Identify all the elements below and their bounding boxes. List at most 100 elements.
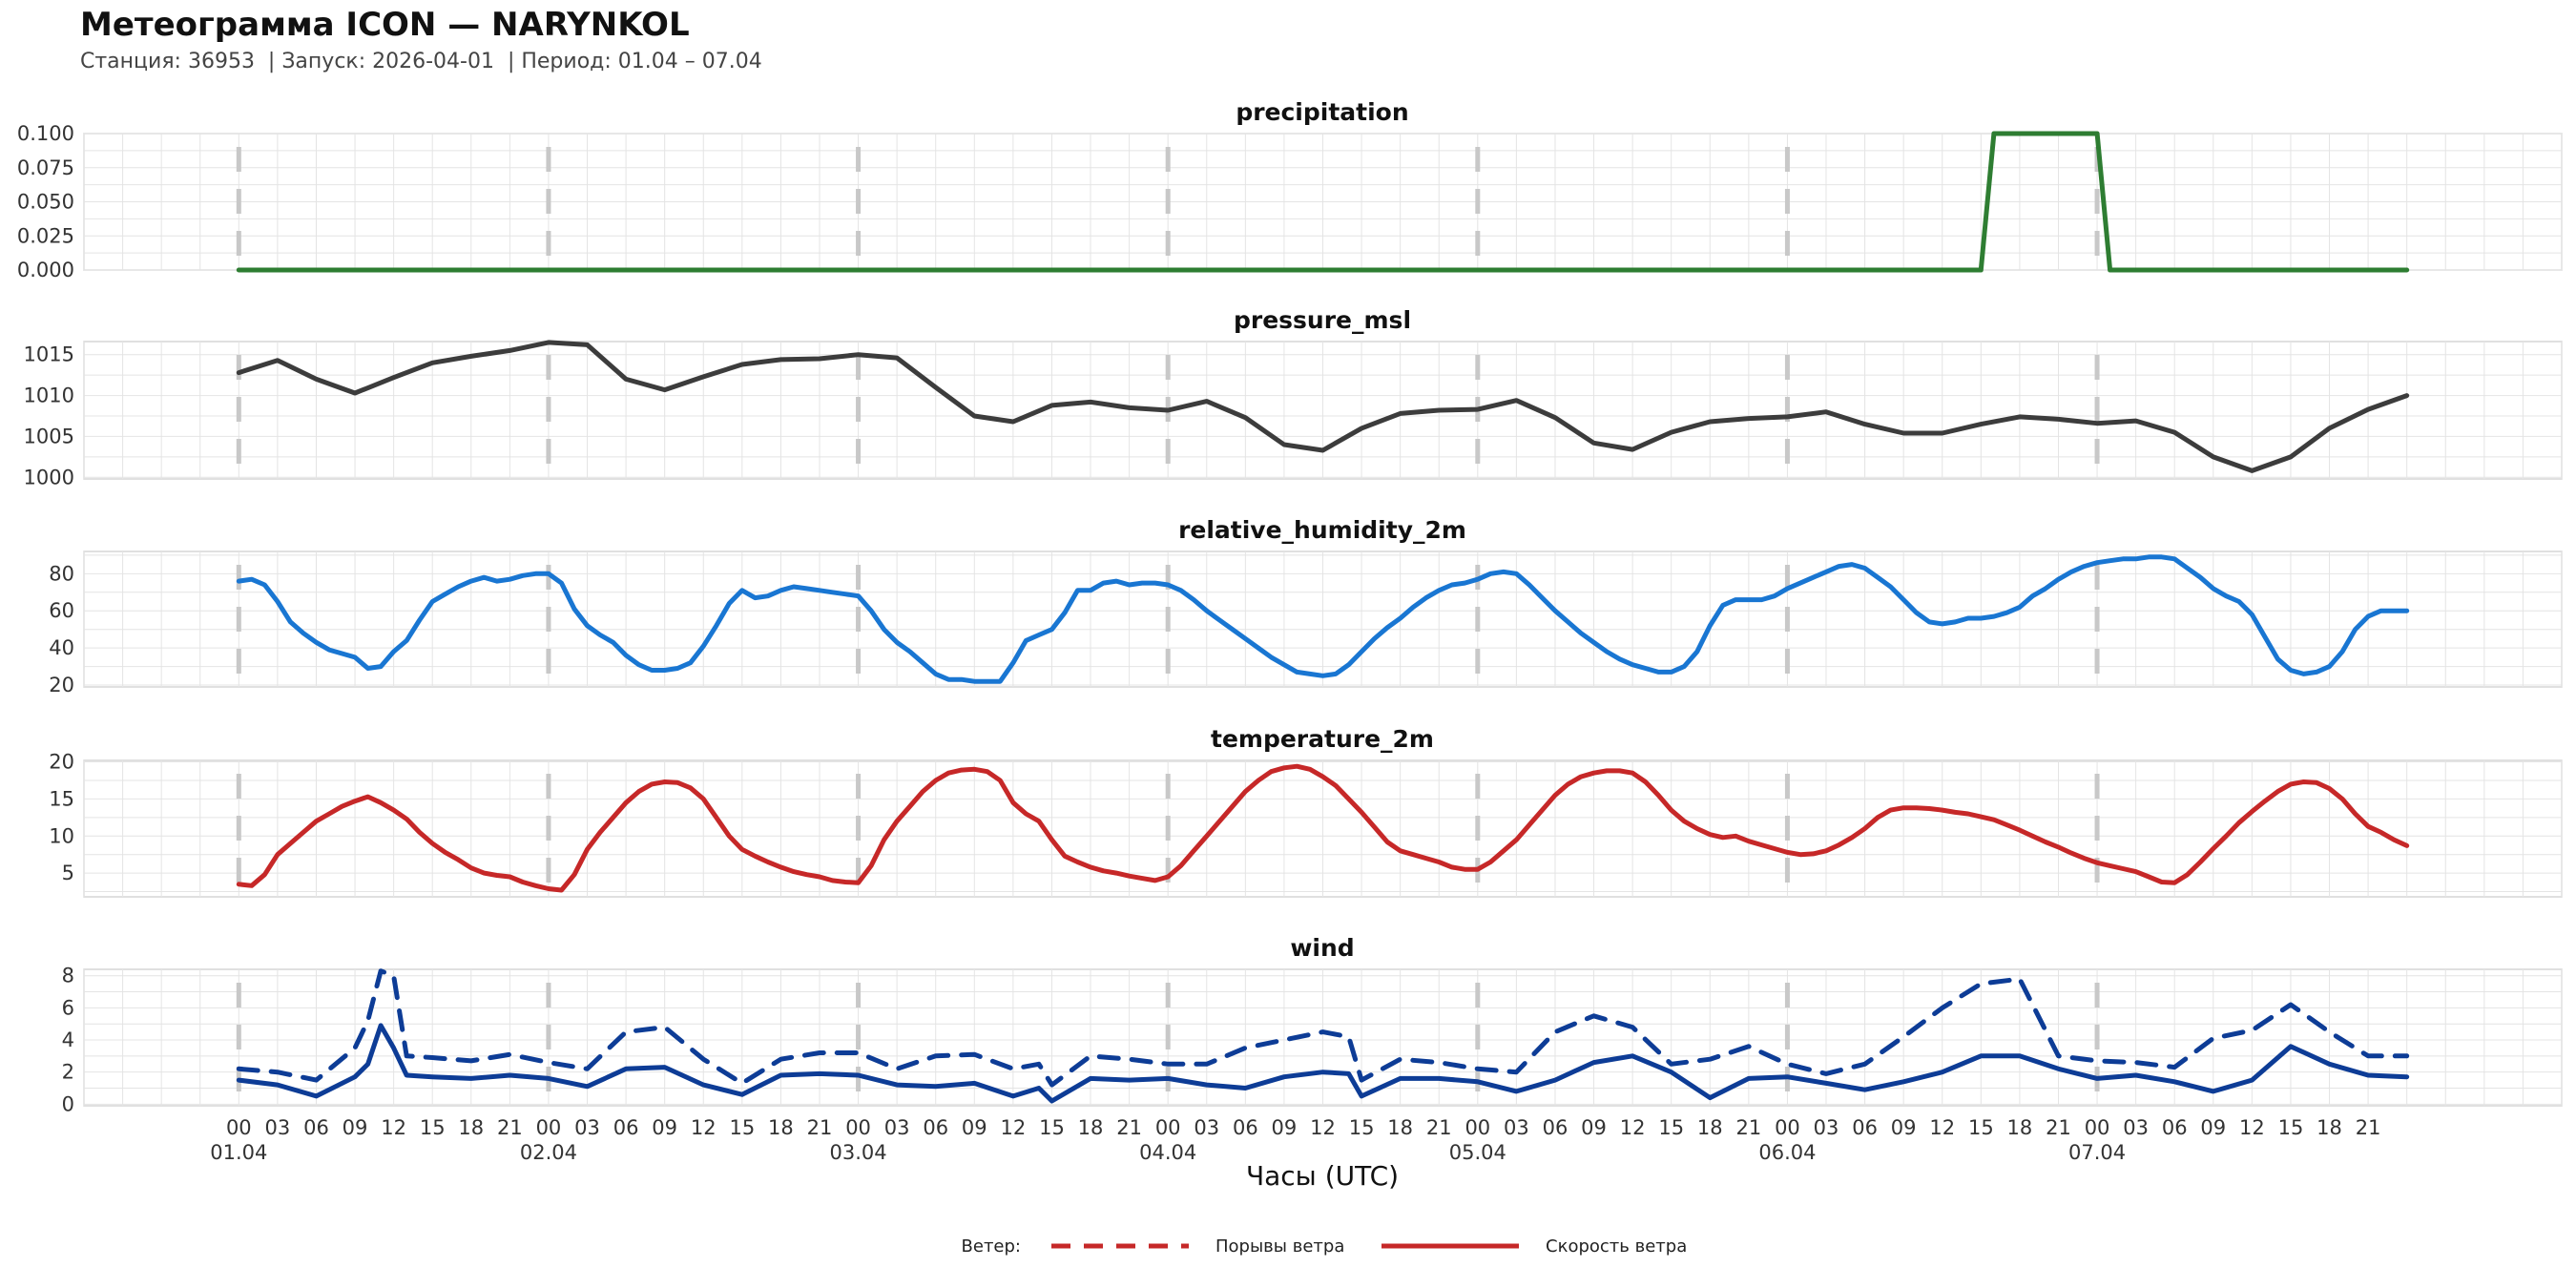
x-tick-label: 09	[2200, 1116, 2226, 1139]
y-tick-label: 15	[49, 787, 74, 810]
x-tick-label: 06	[923, 1116, 948, 1139]
x-tick-label: 06	[303, 1116, 329, 1139]
y-tick-label: 1010	[24, 384, 74, 407]
x-tick-label: 00	[1465, 1116, 1490, 1139]
y-tick-label: 20	[49, 674, 74, 696]
x-tick-label: 15	[1968, 1116, 1994, 1139]
panel-title: temperature_2m	[1211, 725, 1434, 753]
panel-precipitation: 0.000 0.025 0.050 0.075 0.100 precipitation	[17, 98, 2563, 281]
wind-speed-line	[236, 1023, 2410, 1104]
x-day-label: 02.04	[520, 1141, 577, 1164]
panel-wind: 0 2 4 6 8 wind	[62, 934, 2563, 1115]
x-tick-label: 03	[574, 1116, 600, 1139]
y-tick-label: 4	[62, 1028, 74, 1051]
x-tick-label: 12	[1001, 1116, 1027, 1139]
x-tick-label: 03	[1194, 1116, 1219, 1139]
y-tick-label: 2	[62, 1061, 74, 1084]
x-tick-label: 06	[1852, 1116, 1878, 1139]
x-day-label: 06.04	[1758, 1141, 1816, 1164]
x-tick-label: 09	[1272, 1116, 1298, 1139]
x-tick-label: 18	[458, 1116, 484, 1139]
x-tick-label: 15	[420, 1116, 446, 1139]
pressure-msl-line	[236, 340, 2410, 473]
x-day-label: 07.04	[2068, 1141, 2126, 1164]
x-tick-label: 03	[265, 1116, 291, 1139]
y-tick-label: 0.050	[17, 191, 74, 214]
x-tick-label: 15	[1349, 1116, 1375, 1139]
x-tick-label: 12	[1310, 1116, 1336, 1139]
x-tick-label: 18	[768, 1116, 794, 1139]
y-tick-label: 80	[49, 562, 74, 585]
panel-temperature-2m: 5 10 15 20 temperature_2m	[49, 725, 2563, 898]
x-tick-label: 06	[1543, 1116, 1568, 1139]
x-day-label: 04.04	[1139, 1141, 1196, 1164]
x-tick-label: 12	[691, 1116, 717, 1139]
x-tick-label: 18	[1697, 1116, 1723, 1139]
x-tick-label: 12	[1620, 1116, 1646, 1139]
legend-title: Ветер:	[962, 1236, 1021, 1257]
y-tick-label: 1015	[24, 343, 74, 366]
y-tick-label: 5	[62, 862, 74, 884]
x-tick-label: 21	[2046, 1116, 2071, 1139]
chart-title: Метеограмма ICON — NARYNKOL	[80, 6, 690, 44]
legend: Ветер: Порывы ветра Скорость ветра	[962, 1236, 1688, 1257]
y-tick-label: 20	[49, 751, 74, 774]
x-tick-label: 03	[884, 1116, 910, 1139]
y-tick-label: 0.100	[17, 122, 74, 145]
y-tick-label: 0	[62, 1092, 74, 1115]
x-tick-label: 09	[1891, 1116, 1917, 1139]
x-tick-label: 21	[1116, 1116, 1142, 1139]
x-tick-label: 06	[2162, 1116, 2188, 1139]
y-tick-label: 6	[62, 996, 74, 1019]
y-tick-label: 1005	[24, 425, 74, 447]
x-day-label: 05.04	[1449, 1141, 1506, 1164]
x-tick-label: 12	[2239, 1116, 2265, 1139]
y-tick-label: 40	[49, 636, 74, 659]
x-tick-label: 18	[2007, 1116, 2033, 1139]
y-tick-label: 0.075	[17, 156, 74, 179]
x-tick-label: 21	[807, 1116, 833, 1139]
x-tick-label: 21	[2356, 1116, 2381, 1139]
y-tick-label: 10	[49, 824, 74, 847]
x-day-label: 03.04	[830, 1141, 887, 1164]
y-tick-label: 60	[49, 599, 74, 622]
panel-title: relative_humidity_2m	[1178, 516, 1466, 544]
x-tick-label: 03	[1814, 1116, 1839, 1139]
x-tick-label: 00	[1155, 1116, 1181, 1139]
x-tick-label: 15	[1658, 1116, 1684, 1139]
x-tick-label: 00	[226, 1116, 252, 1139]
panel-relative-humidity-2m: 20 40 60 80 relative_humidity_2m	[49, 516, 2563, 696]
x-tick-label: 06	[1233, 1116, 1258, 1139]
y-tick-label: 8	[62, 965, 74, 987]
x-tick-label: 21	[497, 1116, 523, 1139]
x-tick-label: 21	[1426, 1116, 1452, 1139]
x-tick-label: 15	[1039, 1116, 1065, 1139]
temperature-2m-line	[236, 763, 2410, 893]
x-tick-label: 09	[962, 1116, 987, 1139]
precipitation-line	[236, 131, 2410, 273]
y-tick-label: 0.000	[17, 259, 74, 281]
x-tick-label: 00	[845, 1116, 871, 1139]
x-tick-label: 03	[1504, 1116, 1529, 1139]
x-tick-label: 03	[2123, 1116, 2149, 1139]
x-day-label: 01.04	[210, 1141, 267, 1164]
x-tick-label: 09	[343, 1116, 368, 1139]
x-tick-label: 18	[1078, 1116, 1104, 1139]
panel-title: precipitation	[1236, 98, 1408, 126]
legend-gust-label: Порывы ветра	[1215, 1236, 1344, 1257]
x-axis-label: Часы (UTC)	[1246, 1160, 1399, 1192]
y-tick-label: 1000	[24, 466, 74, 488]
x-tick-label: 06	[613, 1116, 639, 1139]
panel-title: wind	[1290, 934, 1354, 962]
x-tick-label: 15	[729, 1116, 755, 1139]
panel-pressure-msl: 1000 1005 1010 1015 pressure_msl	[24, 306, 2563, 488]
x-tick-label: 18	[2316, 1116, 2342, 1139]
x-tick-label: 15	[2278, 1116, 2304, 1139]
x-tick-label: 18	[1387, 1116, 1413, 1139]
chart-subtitle: Станция: 36953 | Запуск: 2026-04-01 | Пе…	[80, 50, 762, 73]
wind-gust-line	[236, 968, 2410, 1088]
legend-speed-label: Скорость ветра	[1546, 1236, 1687, 1257]
relative-humidity-2m-line	[236, 554, 2410, 684]
x-tick-label: 09	[1581, 1116, 1607, 1139]
